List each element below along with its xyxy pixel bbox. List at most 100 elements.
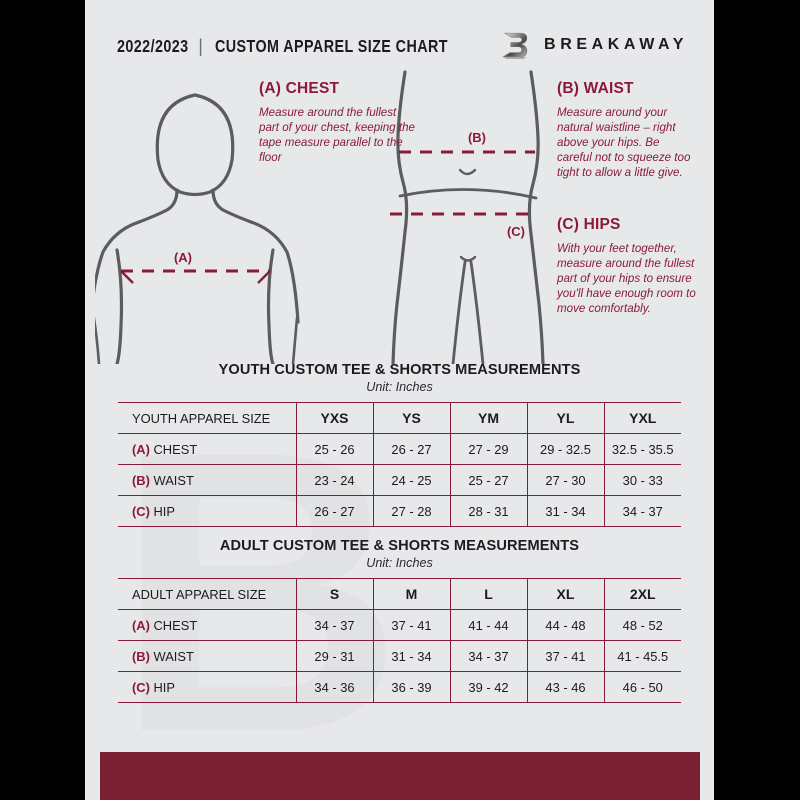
row-label: WAIST <box>153 648 194 664</box>
row-label: HIP <box>153 679 176 695</box>
adult-chest-xl: 44 - 48 <box>527 609 605 641</box>
adult-row-chest-label: (A) CHEST <box>118 609 297 641</box>
youth-col-ym: YM <box>450 402 528 434</box>
table-row: (C) HIP 26 - 27 27 - 28 28 - 31 31 - 34 … <box>118 495 681 527</box>
torso-chest-figure: (A) <box>95 93 300 364</box>
table-row: (A) CHEST 34 - 37 37 - 41 41 - 44 44 - 4… <box>118 609 681 641</box>
adult-col-m: M <box>373 578 451 610</box>
waist-marker-label: (B) <box>468 130 486 145</box>
callout-hips: (C) HIPS With your feet together, measur… <box>557 216 697 316</box>
callout-waist-body: Measure around your natural waistline – … <box>557 106 691 180</box>
adult-waist-s: 29 - 31 <box>296 640 374 672</box>
row-tag: (A) <box>132 441 150 457</box>
page-title: CUSTOM APPAREL SIZE CHART <box>214 35 448 56</box>
row-label: WAIST <box>153 472 194 488</box>
callout-waist-heading: (B) WAIST <box>557 80 634 97</box>
chart-content-area: B 2022/2023 | CUSTOM APPAREL SIZE CHART <box>85 0 714 800</box>
row-tag: (B) <box>132 648 150 664</box>
adult-hip-s: 34 - 36 <box>296 671 374 703</box>
youth-section-title: YOUTH CUSTOM TEE & SHORTS MEASUREMENTS <box>218 362 581 378</box>
callout-chest-body: Measure around the fullest part of your … <box>259 106 415 165</box>
youth-hip-yxs: 26 - 27 <box>296 495 374 527</box>
youth-chest-yxl: 32.5 - 35.5 <box>604 433 681 465</box>
table-header-row: YOUTH APPAREL SIZE YXS YS YM YL YXL <box>118 402 681 434</box>
adult-section-unit: Unit: Inches <box>366 556 433 570</box>
adult-waist-l: 34 - 37 <box>450 640 528 672</box>
adult-waist-m: 31 - 34 <box>373 640 451 672</box>
youth-waist-ys: 24 - 25 <box>373 464 451 496</box>
table-row: (A) CHEST 25 - 26 26 - 27 27 - 29 29 - 3… <box>118 433 681 465</box>
youth-hip-ym: 28 - 31 <box>450 495 528 527</box>
adult-hip-m: 36 - 39 <box>373 671 451 703</box>
table-row: (B) WAIST 29 - 31 31 - 34 34 - 37 37 - 4… <box>118 640 681 672</box>
callout-chest-heading: (A) CHEST <box>259 80 340 97</box>
youth-hip-yl: 31 - 34 <box>527 495 605 527</box>
chest-marker-label: (A) <box>174 250 192 265</box>
callout-hips-heading: (C) HIPS <box>557 216 621 233</box>
header-title-block: 2022/2023 | CUSTOM APPAREL SIZE CHART <box>117 36 499 57</box>
youth-waist-yxs: 23 - 24 <box>296 464 374 496</box>
table-row: (C) HIP 34 - 36 36 - 39 39 - 42 43 - 46 … <box>118 671 681 703</box>
measurement-illustrations: (A) <box>85 64 714 364</box>
callout-chest: (A) CHEST Measure around the fullest par… <box>259 80 419 165</box>
breakaway-b-logo-icon <box>502 32 528 60</box>
youth-section: YOUTH CUSTOM TEE & SHORTS MEASUREMENTS U… <box>85 362 714 527</box>
row-label: CHEST <box>153 617 198 633</box>
adult-hip-xl: 43 - 46 <box>527 671 605 703</box>
table-header-row: ADULT APPAREL SIZE S M L XL 2XL <box>118 578 681 610</box>
adult-col-2xl: 2XL <box>604 578 681 610</box>
header-separator: | <box>198 35 203 56</box>
adult-hip-l: 39 - 42 <box>450 671 528 703</box>
callout-waist: (B) WAIST Measure around your natural wa… <box>557 80 692 180</box>
adult-row-waist-label: (B) WAIST <box>118 640 297 672</box>
letterbox-right <box>714 0 800 800</box>
adult-row-hip-label: (C) HIP <box>118 671 297 703</box>
adult-waist-xl: 37 - 41 <box>527 640 605 672</box>
row-tag: (C) <box>132 503 150 519</box>
adult-section-title: ADULT CUSTOM TEE & SHORTS MEASUREMENTS <box>219 538 580 554</box>
row-label: CHEST <box>153 441 198 457</box>
youth-col-ys: YS <box>373 402 451 434</box>
youth-waist-yxl: 30 - 33 <box>604 464 681 496</box>
youth-col-yxl: YXL <box>604 402 681 434</box>
youth-section-unit: Unit: Inches <box>366 380 433 394</box>
torso-hips-figure: (B) (C) <box>390 70 545 364</box>
hip-marker-label: (C) <box>507 224 525 239</box>
brand-block: BREAKAWAY <box>498 28 688 62</box>
youth-col-yl: YL <box>527 402 605 434</box>
adult-chest-2xl: 48 - 52 <box>604 609 681 641</box>
youth-waist-ym: 25 - 27 <box>450 464 528 496</box>
youth-row-waist-label: (B) WAIST <box>118 464 297 496</box>
youth-chest-ym: 27 - 29 <box>450 433 528 465</box>
adult-col-l: L <box>450 578 528 610</box>
adult-chest-l: 41 - 44 <box>450 609 528 641</box>
youth-chest-yl: 29 - 32.5 <box>527 433 605 465</box>
adult-row-header-label: ADULT APPAREL SIZE <box>118 578 297 610</box>
callout-hips-body: With your feet together, measure around … <box>557 242 696 316</box>
page-header: 2022/2023 | CUSTOM APPAREL SIZE CHART <box>85 28 714 64</box>
youth-row-header-label: YOUTH APPAREL SIZE <box>118 402 297 434</box>
adult-section: ADULT CUSTOM TEE & SHORTS MEASUREMENTS U… <box>85 538 714 703</box>
chest-measure-line <box>120 269 271 284</box>
letterbox-left <box>0 0 85 800</box>
youth-chest-yxs: 25 - 26 <box>296 433 374 465</box>
adult-size-table: ADULT APPAREL SIZE S M L XL 2XL (A) CHES… <box>118 578 681 703</box>
youth-row-hip-label: (C) HIP <box>118 495 297 527</box>
row-tag: (C) <box>132 679 150 695</box>
brand-name: BREAKAWAY <box>544 36 688 53</box>
adult-col-xl: XL <box>527 578 605 610</box>
adult-chest-s: 34 - 37 <box>296 609 374 641</box>
adult-waist-2xl: 41 - 45.5 <box>604 640 681 672</box>
youth-chest-ys: 26 - 27 <box>373 433 451 465</box>
table-row: (B) WAIST 23 - 24 24 - 25 25 - 27 27 - 3… <box>118 464 681 496</box>
adult-col-s: S <box>296 578 374 610</box>
youth-hip-yxl: 34 - 37 <box>604 495 681 527</box>
youth-row-chest-label: (A) CHEST <box>118 433 297 465</box>
row-label: HIP <box>153 503 176 519</box>
adult-chest-m: 37 - 41 <box>373 609 451 641</box>
youth-size-table: YOUTH APPAREL SIZE YXS YS YM YL YXL (A) … <box>118 402 681 527</box>
footer-band <box>100 752 700 800</box>
youth-hip-ys: 27 - 28 <box>373 495 451 527</box>
row-tag: (B) <box>132 472 150 488</box>
